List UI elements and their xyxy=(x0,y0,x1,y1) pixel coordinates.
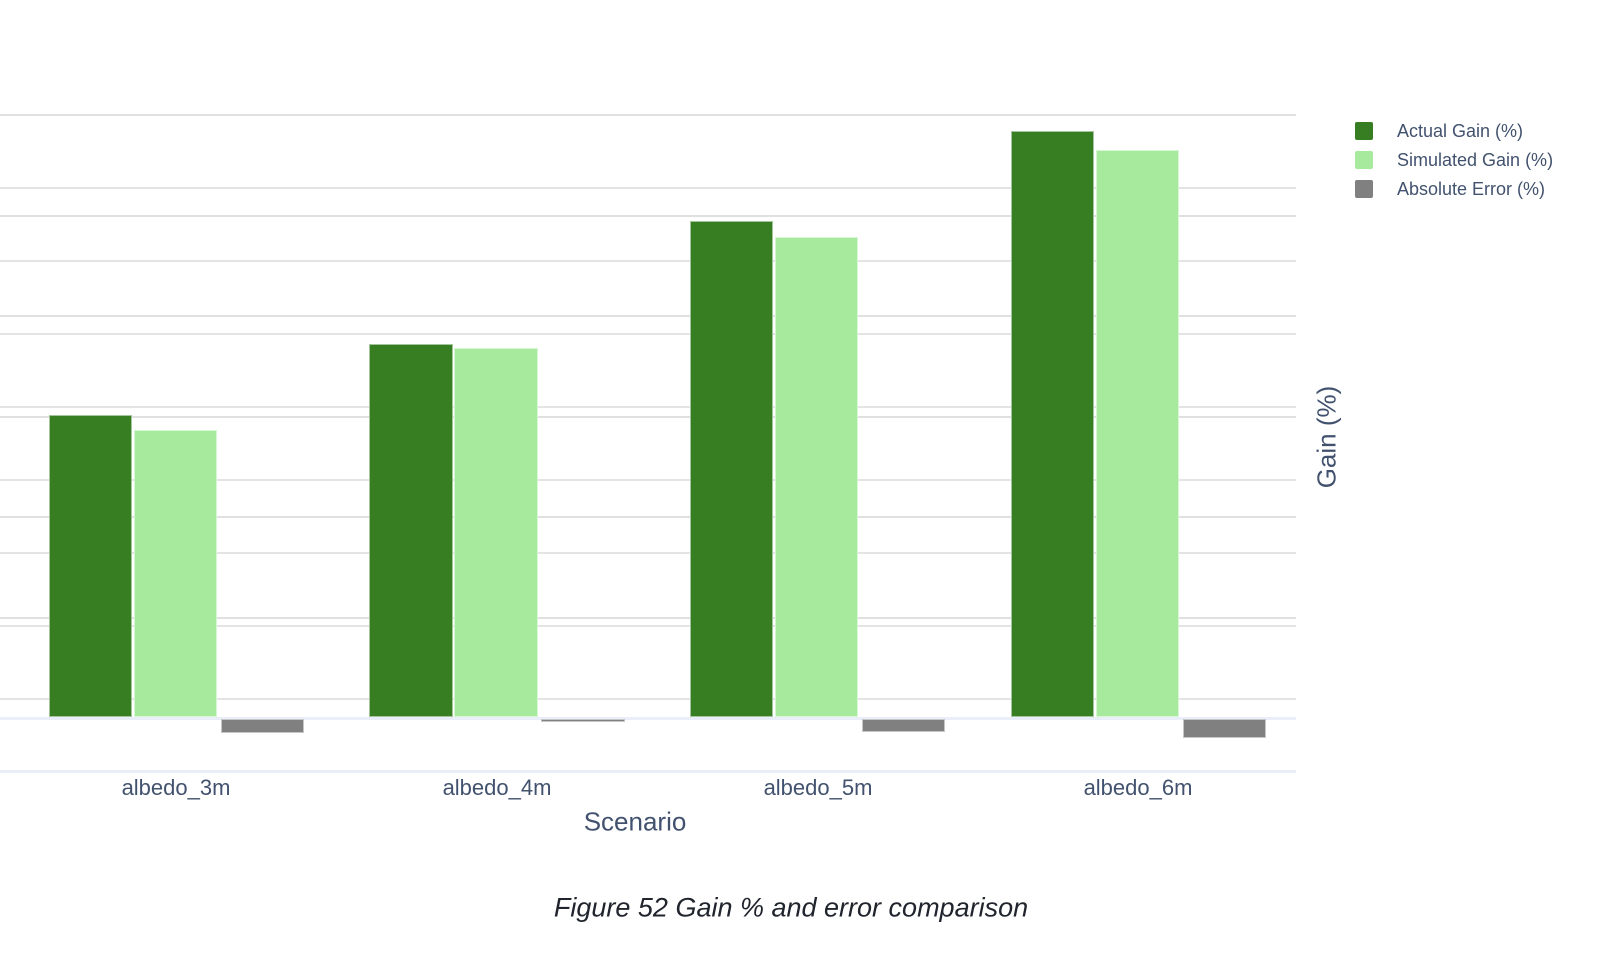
bar-simulated-gain-albedo_5m xyxy=(774,236,859,718)
bar-absolute-error-albedo_4m xyxy=(541,718,625,722)
gridline-secondary xyxy=(0,187,1296,190)
y-axis-title: Gain (%) xyxy=(1311,385,1342,489)
gridline-secondary xyxy=(0,552,1296,555)
bar-actual-gain-albedo_3m xyxy=(48,414,132,718)
bar-simulated-gain-albedo_4m xyxy=(454,348,538,718)
legend-label: Simulated Gain (%) xyxy=(1397,149,1554,170)
bar-simulated-gain-albedo_6m xyxy=(1095,150,1179,718)
legend-item-absolute-error: Absolute Error (%) xyxy=(1355,178,1553,199)
x-tick-label: albedo_6m xyxy=(1083,775,1193,800)
legend-label: Actual Gain (%) xyxy=(1397,120,1524,141)
gridline-secondary xyxy=(0,333,1296,336)
gridline-secondary xyxy=(0,406,1296,409)
legend-swatch-absolute-error xyxy=(1355,180,1373,198)
gridline-secondary xyxy=(0,625,1296,628)
legend-item-actual-gain: Actual Gain (%) xyxy=(1355,120,1553,141)
x-tick-label: albedo_4m xyxy=(442,775,552,800)
legend-label: Absolute Error (%) xyxy=(1397,178,1546,199)
gridline-major xyxy=(0,616,1296,619)
zero-line xyxy=(0,716,1296,720)
x-tick-label: albedo_3m xyxy=(121,775,231,800)
legend-swatch-actual-gain xyxy=(1355,122,1373,140)
figure-caption: Figure 52 Gain % and error comparison xyxy=(553,892,1029,923)
bar-absolute-error-albedo_5m xyxy=(861,718,946,733)
gridline-major xyxy=(0,516,1296,519)
gridline-major xyxy=(0,315,1296,318)
gridline-major xyxy=(0,415,1296,418)
bar-absolute-error-albedo_3m xyxy=(220,718,304,733)
bar-absolute-error-albedo_6m xyxy=(1182,718,1266,738)
bar-actual-gain-albedo_4m xyxy=(369,344,453,718)
gridline-secondary xyxy=(0,479,1296,482)
legend-item-simulated-gain: Simulated Gain (%) xyxy=(1355,149,1554,170)
gridline-major xyxy=(0,214,1296,217)
bar-simulated-gain-albedo_3m xyxy=(133,429,217,718)
x-axis-title: Scenario xyxy=(583,806,687,837)
bar-actual-gain-albedo_5m xyxy=(689,220,774,718)
legend: Actual Gain (%) Simulated Gain (%) Absol… xyxy=(1355,120,1554,209)
gridline-major xyxy=(0,114,1296,117)
legend-swatch-simulated-gain xyxy=(1355,151,1373,169)
x-tick-label: albedo_5m xyxy=(763,775,873,800)
bar-actual-gain-albedo_6m xyxy=(1010,131,1094,718)
gridline-secondary xyxy=(0,698,1296,701)
gridline-secondary xyxy=(0,260,1296,263)
axis-bottom-line xyxy=(0,770,1296,773)
